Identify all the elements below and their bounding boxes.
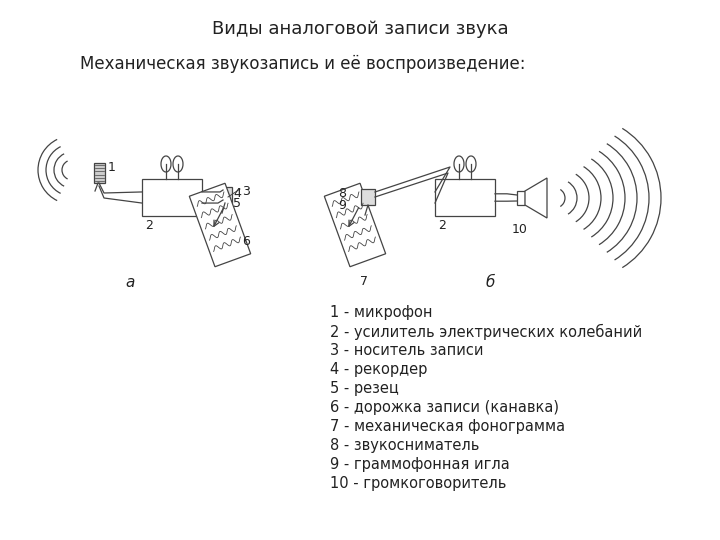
Text: 2: 2 (145, 219, 153, 232)
Text: 7: 7 (360, 275, 368, 288)
Bar (517, 191, 525, 205)
Bar (435, 179, 495, 216)
Text: 8 - звукосниматель: 8 - звукосниматель (330, 438, 480, 453)
Text: 4 - рекордер: 4 - рекордер (330, 362, 428, 377)
Text: 3: 3 (242, 185, 250, 198)
Bar (218, 187, 232, 203)
Text: Виды аналоговой записи звука: Виды аналоговой записи звука (212, 20, 508, 38)
Text: 1: 1 (108, 161, 116, 174)
Polygon shape (525, 178, 547, 218)
Text: 4: 4 (233, 187, 241, 200)
Text: Механическая звукозапись и её воспроизведение:: Механическая звукозапись и её воспроизве… (80, 55, 526, 73)
Text: 2 - усилитель электрических колебаний: 2 - усилитель электрических колебаний (330, 324, 642, 340)
Text: 1 - микрофон: 1 - микрофон (330, 305, 433, 320)
Text: 2: 2 (438, 219, 446, 232)
Text: 8: 8 (338, 187, 346, 200)
Text: 10: 10 (512, 223, 528, 236)
Bar (142, 179, 202, 216)
Text: 10 - громкоговоритель: 10 - громкоговоритель (330, 476, 506, 491)
Polygon shape (189, 183, 251, 267)
Text: 6 - дорожка записи (канавка): 6 - дорожка записи (канавка) (330, 400, 559, 415)
Text: 3 - носитель записи: 3 - носитель записи (330, 343, 484, 358)
Text: 5: 5 (233, 197, 241, 210)
Text: б: б (485, 275, 495, 290)
Bar (361, 189, 375, 205)
Bar (94, 163, 105, 183)
Text: а: а (125, 275, 135, 290)
Text: 9: 9 (338, 199, 346, 212)
Text: 9 - граммофонная игла: 9 - граммофонная игла (330, 457, 510, 472)
Polygon shape (324, 183, 386, 267)
Text: 7 - механическая фонограмма: 7 - механическая фонограмма (330, 419, 565, 434)
Text: 6: 6 (242, 235, 250, 248)
Text: 5 - резец: 5 - резец (330, 381, 399, 396)
